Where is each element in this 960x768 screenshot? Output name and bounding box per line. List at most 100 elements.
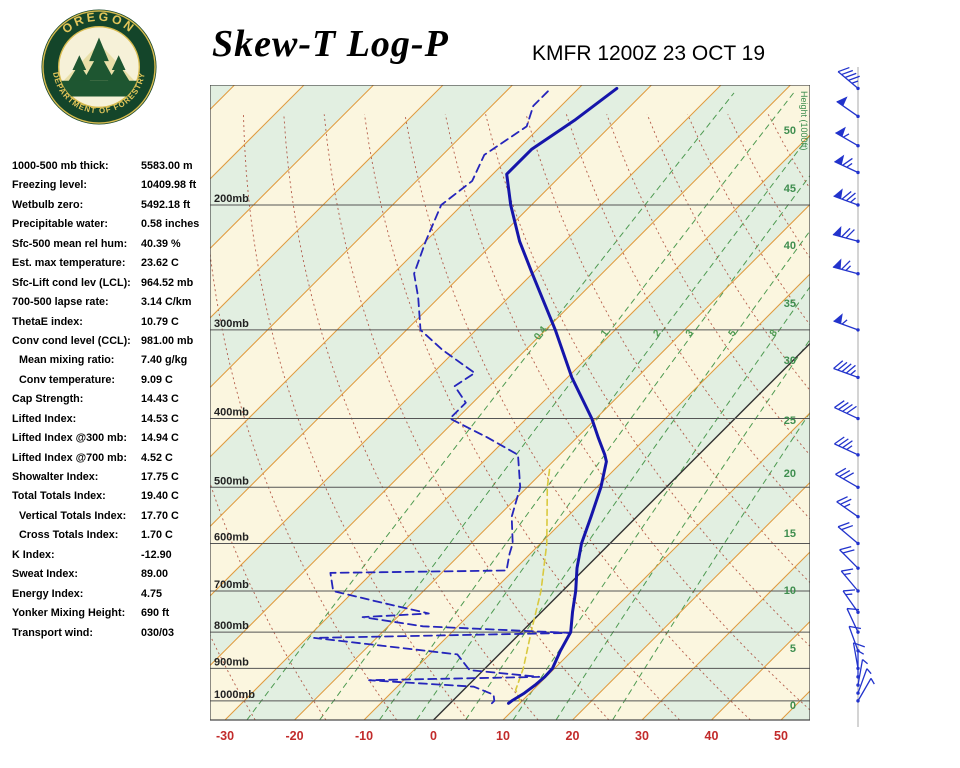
index-label: Vertical Totals Index: <box>19 509 127 522</box>
temp-axis-label: 0 <box>430 729 437 743</box>
index-row: Lifted Index: 14.53 C <box>12 413 212 432</box>
index-row: ThetaE index: 10.79 C <box>12 316 212 335</box>
pressure-label: 600mb <box>214 531 249 543</box>
index-label: 700-500 lapse rate: <box>12 296 109 309</box>
index-value: 9.09 C <box>141 373 173 386</box>
index-value: 5492.18 ft <box>141 198 191 211</box>
station-id: KMFR 1200Z 23 OCT 19 <box>532 42 766 65</box>
index-label: Conv cond level (CCL): <box>12 334 131 347</box>
index-row: Lifted Index @700 mb: 4.52 C <box>12 452 212 471</box>
index-row: Vertical Totals Index: 17.70 C <box>12 510 212 529</box>
temperature-trace <box>505 86 619 705</box>
index-value: 964.52 mb <box>141 276 194 289</box>
height-tick-label: 40 <box>784 240 796 252</box>
mixing-ratio-label: 1 <box>599 328 611 340</box>
pressure-label: 300mb <box>214 318 249 330</box>
index-label: Energy Index: <box>12 587 84 600</box>
index-label: Total Totals Index: <box>12 490 106 503</box>
index-label: Lifted Index: <box>12 412 77 425</box>
wind-barb <box>834 400 860 421</box>
pressure-label: 900mb <box>214 656 249 668</box>
index-row: Mean mixing ratio: 7.40 g/kg <box>12 354 212 373</box>
wind-barb <box>833 313 860 332</box>
temp-axis-label: -10 <box>355 729 373 743</box>
wind-barb <box>856 678 875 703</box>
index-label: Lifted Index @300 mb: <box>12 432 127 445</box>
index-row: Sfc-Lift cond lev (LCL): 964.52 mb <box>12 277 212 296</box>
height-tick-label: 30 <box>784 355 796 367</box>
wind-barb <box>832 226 860 243</box>
index-label: Wetbulb zero: <box>12 198 84 211</box>
index-row: Sweat Index: 89.00 <box>12 568 212 587</box>
index-label: Conv temperature: <box>19 373 115 386</box>
index-value: 14.53 C <box>141 412 179 425</box>
index-row: Conv temperature: 9.09 C <box>12 374 212 393</box>
index-value: 1.70 C <box>141 529 173 542</box>
wind-barb <box>836 96 860 119</box>
wind-barb <box>856 658 868 687</box>
index-row: Wetbulb zero: 5492.18 ft <box>12 199 212 218</box>
index-value: 17.70 C <box>141 509 179 522</box>
height-axis-title: Height (1000ft) <box>799 91 809 151</box>
index-value: 690 ft <box>141 607 170 620</box>
index-value: -12.90 <box>141 548 172 561</box>
height-tick-label: 50 <box>784 125 796 137</box>
wind-barb <box>840 568 860 593</box>
index-label: ThetaE index: <box>12 315 83 328</box>
index-row: Freezing level: 10409.98 ft <box>12 179 212 198</box>
wind-barb <box>837 66 860 91</box>
mixing-ratio-label: 5 <box>727 328 739 340</box>
index-row: 1000-500 mb thick: 5583.00 m <box>12 160 212 179</box>
temp-axis-label: 10 <box>496 729 510 743</box>
wind-barb <box>834 154 860 175</box>
index-row: K Index: -12.90 <box>12 549 212 568</box>
index-row: Showalter Index: 17.75 C <box>12 471 212 490</box>
wind-barb <box>834 436 860 457</box>
index-value: 14.43 C <box>141 393 179 406</box>
index-row: Cross Totals Index: 1.70 C <box>12 529 212 548</box>
wind-barb <box>832 258 860 276</box>
pressure-label: 200mb <box>214 193 249 205</box>
wind-barb <box>837 522 860 546</box>
index-value: 17.75 C <box>141 471 179 483</box>
temp-axis-label: -30 <box>216 729 234 743</box>
wind-barb <box>839 546 860 570</box>
index-label: Lifted Index @700 mb: <box>12 451 127 464</box>
index-label: Yonker Mixing Height: <box>12 607 126 620</box>
index-row: Sfc-500 mean rel hum: 40.39 % <box>12 238 212 257</box>
height-tick-label: 0 <box>790 700 796 712</box>
index-row: 700-500 lapse rate: 3.14 C/km <box>12 296 212 315</box>
mixing-ratio-label: 2 <box>651 328 663 340</box>
temp-axis-label: 20 <box>566 729 580 743</box>
index-value: 89.00 <box>141 568 169 581</box>
index-value: 7.40 g/kg <box>141 354 188 367</box>
mixing-ratio-label: 3 <box>684 328 696 340</box>
height-tick-label: 35 <box>784 298 796 310</box>
wind-barb <box>836 496 860 519</box>
wind-barb-column <box>832 66 875 727</box>
index-label: Sfc-Lift cond lev (LCL): <box>12 276 131 289</box>
wind-barb <box>848 625 862 653</box>
page-title: Skew-T Log-P <box>212 23 449 65</box>
index-label: Sweat Index: <box>12 568 78 581</box>
index-row: Yonker Mixing Height: 690 ft <box>12 607 212 626</box>
height-tick-label: 10 <box>784 585 796 597</box>
height-tick-label: 25 <box>784 415 796 427</box>
wind-barb <box>833 188 860 207</box>
index-label: Freezing level: <box>12 179 88 192</box>
index-value: 40.39 % <box>141 237 181 250</box>
height-tick-label: 5 <box>790 643 796 655</box>
index-value: 10.79 C <box>141 315 179 328</box>
chart-grid <box>210 85 810 720</box>
dewpoint-trace <box>313 87 571 705</box>
index-row: Precipitable water: 0.58 inches <box>12 218 212 237</box>
index-value: 19.40 C <box>141 490 179 503</box>
pressure-label: 500mb <box>214 475 249 487</box>
wind-barb <box>833 360 860 380</box>
index-label: 1000-500 mb thick: <box>12 160 109 172</box>
indices-panel: 1000-500 mb thick: 5583.00 m Freezing leve… <box>12 160 212 646</box>
mixing-ratio-label: 8 <box>768 328 780 340</box>
parcel-trace <box>514 467 551 702</box>
index-label: Sfc-500 mean rel hum: <box>12 237 128 250</box>
wind-barb <box>842 589 860 614</box>
